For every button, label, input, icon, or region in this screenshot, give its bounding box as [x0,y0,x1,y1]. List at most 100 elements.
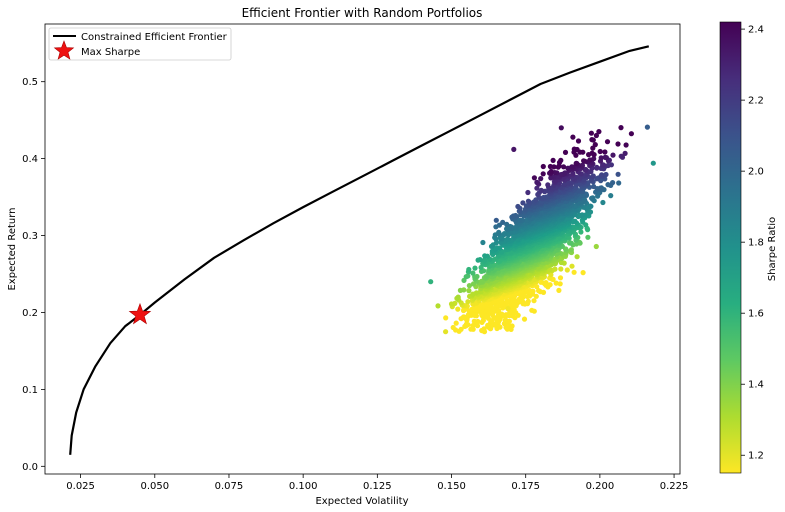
portfolio-point [628,131,635,137]
portfolio-point [525,189,531,196]
portfolio-point [547,163,554,170]
portfolio-point [600,162,606,168]
portfolio-point [557,275,564,281]
colorbar-tick-label: 2.0 [748,167,764,178]
portfolio-point [561,164,567,170]
portfolio-point [504,236,510,242]
portfolio-point [593,132,600,139]
chart-title: Efficient Frontier with Random Portfolio… [242,6,483,20]
portfolio-point [455,306,461,312]
portfolio-point [610,152,616,158]
portfolio-point [558,125,564,131]
colorbar-tick-label: 1.2 [748,451,764,462]
portfolio-point [453,320,459,326]
portfolio-point [593,243,599,250]
portfolio-point [594,164,600,170]
y-tick-label: 0.4 [22,154,38,165]
x-tick-label: 0.125 [363,481,392,492]
portfolio-point [589,137,595,143]
portfolio-point [569,164,575,170]
portfolio-point [517,217,523,223]
portfolio-point [575,138,582,144]
portfolio-point [531,175,538,181]
portfolio-point [581,158,587,164]
portfolio-point [574,254,580,260]
portfolio-point [548,175,554,181]
portfolio-point [602,149,608,155]
portfolio-point [568,247,575,253]
portfolio-point [458,326,464,332]
portfolio-point [463,321,469,327]
colorbar-ticks: 1.2 1.4 1.6 1.8 2.0 2.2 2.4 [741,25,764,462]
portfolio-point [470,270,476,276]
y-tick-label: 0.0 [22,462,38,473]
x-tick-label: 0.200 [586,481,615,492]
portfolio-point [521,316,528,322]
portfolio-point [599,172,605,178]
portfolio-point [608,193,614,199]
portfolio-point [591,183,597,190]
portfolio-point [482,257,488,263]
portfolio-point [597,148,603,155]
portfolio-point [615,141,621,147]
portfolio-point [553,280,559,286]
portfolio-point [510,213,516,219]
portfolio-point [542,188,548,194]
portfolio-point [503,312,509,318]
portfolio-point [570,170,576,176]
portfolio-point [573,160,579,166]
x-axis: 0.025 0.050 0.075 0.100 0.125 0.150 0.175 0.200… [66,474,688,492]
portfolio-point [590,173,596,179]
portfolio-point [603,171,609,178]
x-axis-label: Expected Volatility [315,496,408,507]
x-tick-label: 0.225 [660,481,689,492]
portfolio-point [580,270,586,276]
portfolio-point [589,195,595,201]
portfolio-point [558,259,564,266]
x-tick-label: 0.175 [511,481,540,492]
portfolio-point [472,265,478,271]
portfolio-point [602,154,608,160]
portfolio-point [515,203,521,210]
portfolio-point [457,287,463,293]
portfolio-point [428,279,434,285]
colorbar-tick-label: 2.2 [748,96,764,107]
legend-max-sharpe-label: Max Sharpe [81,47,140,58]
portfolio-point [615,171,621,177]
portfolio-point [616,180,622,186]
portfolio-point [538,279,544,285]
portfolio-point [600,199,606,206]
colorbar-tick-label: 1.8 [748,238,764,249]
portfolio-point [540,163,546,170]
portfolio-point [455,294,461,300]
portfolio-point [570,219,576,225]
portfolio-point [583,166,589,173]
x-tick-label: 0.150 [437,481,466,492]
portfolio-point [591,156,597,162]
y-tick-label: 0.2 [22,308,38,319]
portfolio-point [465,299,471,305]
x-tick-label: 0.050 [140,481,169,492]
y-tick-label: 0.3 [22,231,38,242]
portfolio-point [536,288,542,294]
portfolio-point [570,134,576,140]
portfolio-point [604,139,611,145]
portfolio-point [557,281,563,287]
portfolio-point [511,146,517,152]
colorbar-gradient [719,21,742,474]
portfolio-point [592,142,598,148]
portfolio-point [448,301,455,307]
portfolio-point [504,298,510,305]
portfolio-point [493,217,499,223]
legend-star-shape [53,40,75,60]
random-portfolios-scatter [428,124,656,335]
portfolio-point [589,150,595,156]
portfolio-point [502,317,508,323]
portfolio-point [540,171,546,177]
plot-frame [44,23,681,475]
colorbar-label: Sharpe Ratio [767,217,778,281]
portfolio-point [500,219,506,225]
portfolio-point [496,229,502,235]
portfolio-point [623,142,629,148]
portfolio-point [571,146,577,152]
